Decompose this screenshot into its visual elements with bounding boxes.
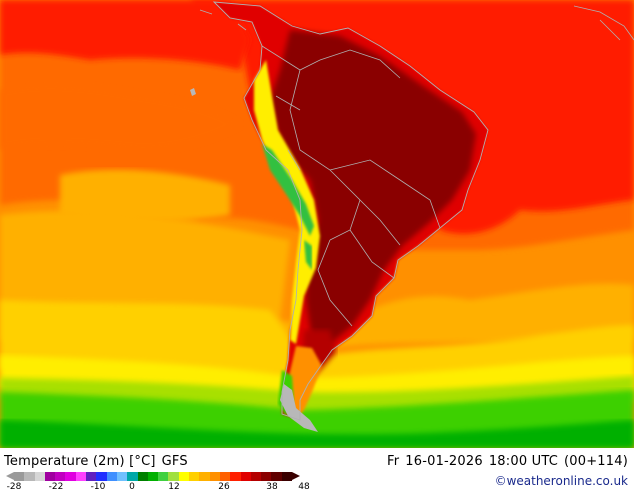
- date-label: 16-01-2026: [405, 454, 483, 469]
- andes-yellow: [254, 60, 320, 344]
- pacific-cool-patch: [60, 169, 230, 221]
- credit-link[interactable]: ©weatheronline.co.uk: [494, 474, 628, 488]
- colorbar-min-arrow: [6, 472, 14, 480]
- colorbar-segment: [75, 472, 87, 481]
- colorbar-segment: [271, 472, 283, 481]
- temperature-map[interactable]: [0, 0, 634, 448]
- colorbar-segment: [250, 472, 262, 481]
- colorbar-segment: [65, 472, 77, 481]
- map-title: Temperature (2m) [°C] GFS: [4, 454, 194, 469]
- ocean-band-dkgreen: [0, 420, 634, 448]
- colorbar-segment: [261, 472, 272, 481]
- colorbar-segment: [189, 472, 200, 481]
- pacific-warm-patch: [0, 84, 240, 150]
- colorbar-segment: [219, 472, 231, 481]
- andes-ice: [280, 384, 318, 432]
- colorbar-segment: [44, 472, 56, 481]
- colorbar-segment: [178, 472, 190, 481]
- colorbar-segment: [199, 472, 211, 481]
- colorbar-segment: [147, 472, 159, 481]
- colorbar-tick-label: 48: [298, 482, 310, 492]
- colorbar-segment: [168, 472, 180, 481]
- map-canvas: [0, 0, 634, 448]
- caribbean-islands: [199, 5, 634, 41]
- colorbar-tick-label: -28: [6, 482, 22, 492]
- colorbar-segment: [116, 472, 128, 481]
- colorbar-tick-label: 38: [266, 482, 278, 492]
- colorbar-max-arrow: [292, 472, 300, 480]
- time-label: 18:00 UTC: [488, 454, 558, 469]
- island-ice: [190, 88, 196, 96]
- land-hot-core: [270, 30, 476, 344]
- colorbar-segment: [158, 472, 169, 481]
- colorbar-segment: [240, 472, 252, 481]
- colorbar-segment: [137, 472, 149, 481]
- run-label: (00+114): [564, 454, 628, 469]
- colorbar-segment: [281, 472, 293, 481]
- colorbar-tick-label: -10: [90, 482, 106, 492]
- colorbar-tick-label: 12: [168, 482, 180, 492]
- andes-green-south: [304, 240, 312, 270]
- colorbar-segment: [34, 472, 46, 481]
- country-borders: [261, 45, 441, 327]
- day-label: Fr: [386, 454, 400, 469]
- colorbar: [14, 472, 293, 481]
- colorbar-segment: [14, 472, 25, 481]
- model-label: GFS: [161, 454, 188, 469]
- colorbar-segment: [127, 472, 139, 481]
- colorbar-segment: [96, 472, 108, 481]
- colorbar-segment: [24, 472, 36, 481]
- colorbar-tick-label: 26: [218, 482, 230, 492]
- colorbar-segment: [106, 472, 118, 481]
- colorbar-segment: [55, 472, 66, 481]
- valid-time: Fr 16-01-2026 18:00 UTC (00+114): [381, 454, 628, 469]
- coastline: [212, 1, 489, 421]
- ocean-band-hot-tropical: [0, 0, 250, 70]
- variable-label: Temperature (2m) [°C]: [4, 454, 156, 469]
- colorbar-tick-label: 0: [129, 482, 135, 492]
- colorbar-segment: [230, 472, 241, 481]
- map-footer: Temperature (2m) [°C] GFS Fr 16-01-2026 18:…: [0, 448, 634, 492]
- land-south-cool: [286, 346, 322, 420]
- colorbar-tick-label: -22: [48, 482, 64, 492]
- colorbar-segment: [209, 472, 221, 481]
- colorbar-segment: [86, 472, 97, 481]
